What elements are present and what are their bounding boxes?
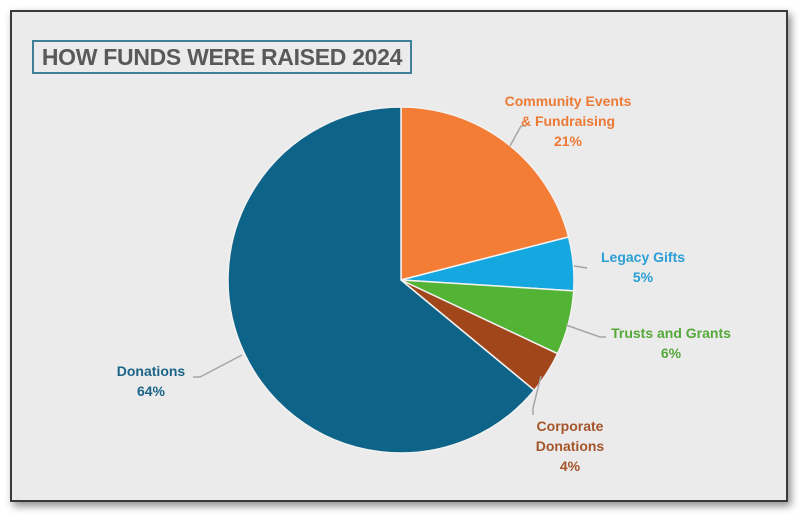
data-label-name: Donations [535, 438, 605, 454]
pie-slice-community-events-fundraising [400, 106, 570, 281]
data-label: Trusts and Grants 6% [611, 323, 731, 363]
data-label-name: Corporate [536, 418, 604, 434]
data-label-value: 4% [559, 458, 581, 474]
leader-line [509, 125, 526, 147]
leader-line [532, 375, 542, 415]
data-label-name: Community Events [504, 93, 632, 109]
data-label: Community Events & Fundraising 21% [505, 91, 632, 151]
data-label-name: Trusts and Grants [611, 325, 731, 341]
leader-line [193, 354, 243, 378]
data-label-name: Donations [116, 363, 186, 379]
chart-title: HOW FUNDS WERE RAISED 2024 [32, 40, 412, 74]
data-label: Corporate Donations 4% [536, 416, 604, 476]
data-label: Legacy Gifts 5% [601, 247, 685, 287]
data-label-value: 5% [632, 269, 654, 285]
data-label-value: 6% [660, 345, 682, 361]
data-label-name: Legacy Gifts [600, 249, 686, 265]
leader-line [573, 265, 588, 269]
data-label-value: 21% [553, 133, 583, 149]
leader-line [565, 324, 606, 338]
pie-slice-donations [227, 106, 536, 454]
data-label-value: 64% [136, 383, 166, 399]
data-label-name: & Fundraising [520, 113, 616, 129]
data-label: Donations 64% [117, 361, 185, 401]
